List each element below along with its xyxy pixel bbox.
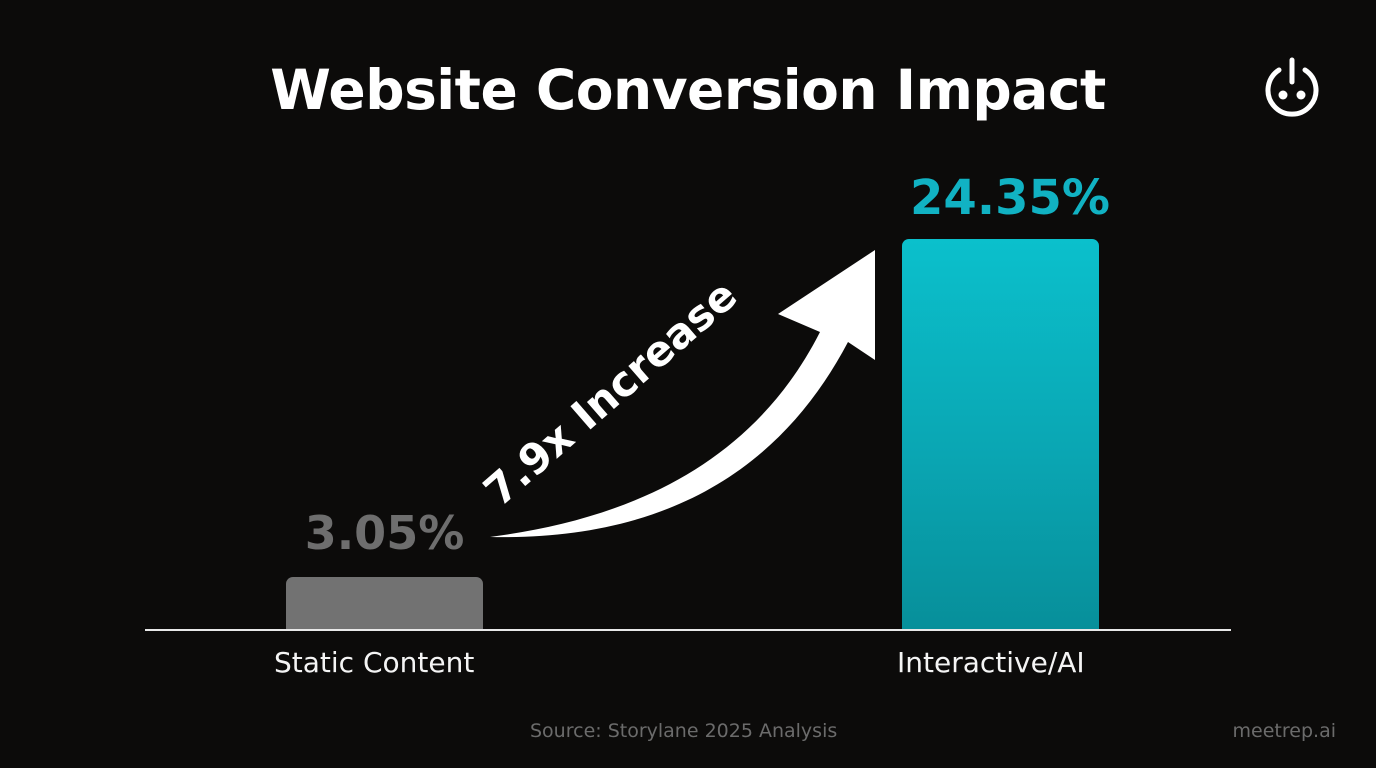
category-label-static: Static Content	[274, 646, 475, 679]
power-face-icon	[1265, 57, 1319, 117]
increase-arrow-icon: 7.9x Increase	[474, 250, 875, 538]
source-note: Source: Storylane 2025 Analysis	[530, 720, 838, 742]
x-axis-line	[145, 629, 1231, 631]
value-label-static: 3.05%	[304, 506, 465, 560]
category-label-interactive: Interactive/AI	[897, 646, 1085, 679]
bar-static-content	[286, 577, 483, 630]
value-label-interactive: 24.35%	[910, 170, 1110, 226]
chart-title: Website Conversion Impact	[270, 58, 1106, 122]
bar-interactive-ai	[902, 239, 1099, 630]
brand-watermark: meetrep.ai	[1232, 720, 1336, 742]
